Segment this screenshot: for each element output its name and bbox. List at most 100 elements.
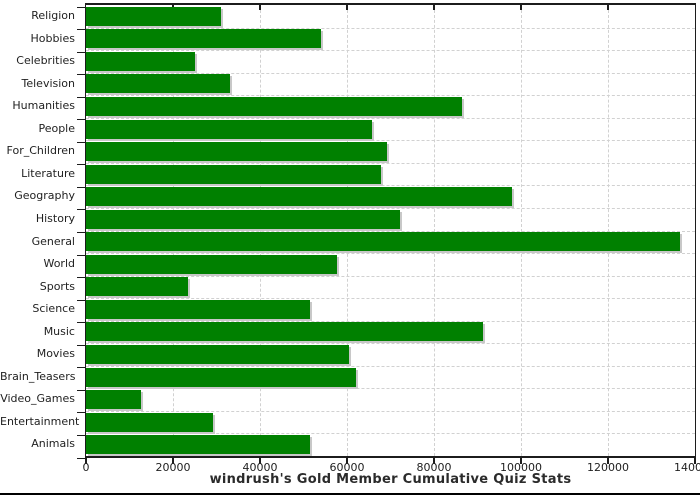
h-gridline bbox=[86, 72, 695, 74]
h-gridline bbox=[86, 275, 695, 277]
x-tick bbox=[433, 458, 435, 464]
y-tick bbox=[77, 51, 85, 53]
h-gridline bbox=[86, 230, 695, 232]
h-gridline bbox=[86, 320, 695, 322]
x-tick-top bbox=[607, 5, 609, 10]
h-gridline bbox=[86, 253, 695, 255]
h-gridline bbox=[86, 343, 695, 345]
x-axis-tick-label: 60000 bbox=[329, 461, 365, 474]
y-axis-label: General bbox=[31, 234, 75, 248]
h-gridline bbox=[86, 433, 695, 435]
x-tick bbox=[85, 458, 87, 464]
bar-movies bbox=[86, 345, 349, 365]
y-axis-label: World bbox=[43, 257, 75, 271]
x-tick bbox=[607, 458, 609, 464]
h-gridline bbox=[86, 207, 695, 209]
bar-hobbies bbox=[86, 29, 321, 49]
bar-humanities bbox=[86, 96, 462, 116]
y-axis-label: Hobbies bbox=[30, 31, 75, 45]
y-axis-label: Television bbox=[21, 76, 76, 90]
h-gridline bbox=[86, 298, 695, 300]
y-tick bbox=[77, 141, 85, 143]
x-tick-top bbox=[346, 5, 348, 10]
y-axis-label: Religion bbox=[31, 9, 75, 22]
x-tick bbox=[172, 458, 174, 464]
h-gridline bbox=[86, 410, 695, 412]
x-axis-tick-label: 100000 bbox=[500, 461, 542, 474]
y-tick bbox=[77, 186, 85, 188]
y-tick bbox=[77, 254, 85, 256]
bar-world bbox=[86, 254, 337, 274]
y-tick bbox=[77, 74, 85, 76]
y-tick bbox=[77, 6, 85, 8]
y-tick bbox=[77, 299, 85, 301]
bar-sports bbox=[86, 277, 188, 297]
x-axis-tick-label: 20000 bbox=[155, 461, 191, 474]
x-tick-top bbox=[520, 5, 522, 10]
bar-literature bbox=[86, 164, 382, 184]
v-gridline bbox=[521, 5, 522, 456]
v-gridline bbox=[260, 5, 261, 456]
y-tick bbox=[77, 119, 85, 121]
h-gridline bbox=[86, 140, 695, 142]
bar-celebrities bbox=[86, 51, 195, 71]
h-gridline bbox=[86, 117, 695, 119]
h-gridline bbox=[86, 365, 695, 367]
x-tick-top bbox=[433, 5, 435, 10]
y-tick bbox=[77, 96, 85, 98]
v-gridline bbox=[347, 5, 348, 456]
v-gridline bbox=[173, 5, 174, 456]
y-axis-label: People bbox=[38, 121, 75, 135]
x-tick bbox=[259, 458, 261, 464]
bottom-divider bbox=[0, 493, 700, 495]
x-tick bbox=[346, 458, 348, 464]
y-tick bbox=[77, 389, 85, 391]
bar-television bbox=[86, 74, 231, 94]
y-axis-label: For_Children bbox=[6, 144, 75, 158]
y-tick bbox=[77, 277, 85, 279]
x-tick bbox=[520, 458, 522, 464]
h-gridline bbox=[86, 162, 695, 164]
bar-science bbox=[86, 299, 311, 319]
h-gridline bbox=[86, 185, 695, 187]
y-axis-label: History bbox=[35, 211, 75, 225]
v-gridline bbox=[608, 5, 609, 456]
x-tick bbox=[694, 458, 696, 464]
y-tick bbox=[77, 412, 85, 414]
y-axis-label: Animals bbox=[31, 437, 75, 451]
y-tick bbox=[77, 322, 85, 324]
y-axis-label: Entertainment bbox=[0, 414, 80, 428]
y-tick bbox=[77, 29, 85, 31]
bar-video_games bbox=[86, 390, 141, 410]
y-tick bbox=[77, 344, 85, 346]
bar-brain_teasers bbox=[86, 367, 357, 387]
bar-music bbox=[86, 322, 484, 342]
x-axis-tick-label: 0 bbox=[82, 461, 90, 474]
y-axis-label: Humanities bbox=[12, 99, 75, 113]
plot-area bbox=[77, 3, 696, 459]
x-axis-tick-label: 120000 bbox=[587, 461, 629, 474]
x-axis-tick-label: 40000 bbox=[242, 461, 278, 474]
h-gridline bbox=[86, 50, 695, 52]
x-tick-top bbox=[259, 5, 261, 10]
bar-animals bbox=[86, 435, 311, 455]
bar-religion bbox=[86, 6, 221, 26]
h-gridline bbox=[86, 388, 695, 390]
y-axis-label: Brain_Teasers bbox=[0, 369, 76, 383]
h-gridline bbox=[86, 27, 695, 29]
bar-general bbox=[86, 232, 680, 252]
y-tick bbox=[77, 164, 85, 166]
y-axis-label: Movies bbox=[36, 347, 75, 361]
x-axis-tick-label: 140000 bbox=[674, 461, 700, 474]
v-gridline bbox=[434, 5, 435, 456]
bar-for_children bbox=[86, 142, 388, 162]
y-axis-label: Science bbox=[32, 302, 75, 316]
y-axis-label: Geography bbox=[14, 189, 75, 203]
y-tick bbox=[77, 209, 85, 211]
h-gridline bbox=[86, 95, 695, 97]
y-axis-label: Celebrities bbox=[16, 54, 75, 68]
y-tick bbox=[77, 232, 85, 233]
bar-people bbox=[86, 119, 372, 139]
bar-history bbox=[86, 209, 401, 229]
y-axis-label: Video_Games bbox=[0, 392, 75, 406]
